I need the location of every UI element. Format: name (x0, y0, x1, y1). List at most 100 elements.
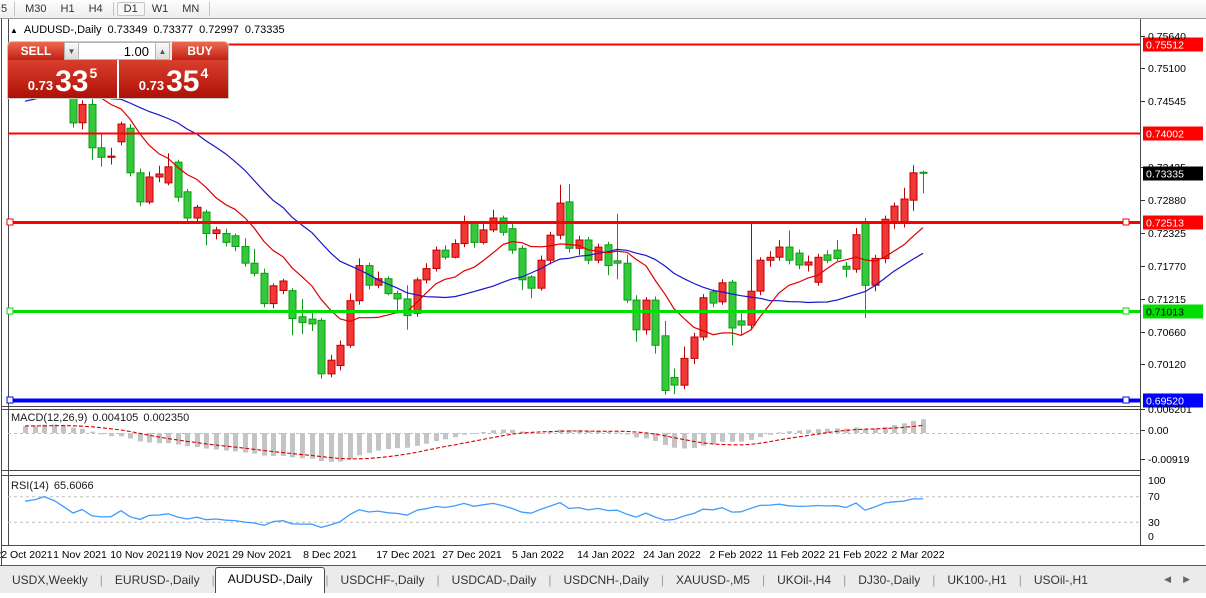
line-handle[interactable] (1122, 218, 1130, 226)
macd-histogram-bar (730, 433, 735, 442)
tab-scroll-left-icon[interactable]: ◀ (1164, 574, 1172, 584)
symbol-marker-icon: ▲ (10, 25, 18, 35)
tab-usdcad-daily[interactable]: USDCAD-,Daily (451, 573, 537, 587)
tab-ukoil-h4[interactable]: UKOil-,H4 (777, 573, 832, 587)
macd-histogram-bar (434, 433, 439, 442)
price-tick-label: 0.75640 (1148, 31, 1186, 43)
candle-body (355, 265, 364, 302)
candle-body (327, 359, 336, 375)
tab-uk100-h1[interactable]: UK100-,H1 (947, 573, 1007, 587)
timeframe-button-h4[interactable]: H4 (88, 3, 103, 15)
candle-body (432, 249, 441, 270)
macd-histogram-bar (491, 430, 496, 433)
macd-histogram-bar (548, 432, 553, 434)
tab-xauusd-m5[interactable]: XAUUSD-,M5 (675, 573, 750, 587)
tab-usdchf-daily[interactable]: USDCHF-,Daily (340, 573, 425, 587)
macd-histogram-bar (109, 433, 114, 437)
macd-histogram-bar (921, 419, 926, 433)
tab-divider: | (660, 573, 664, 587)
macd-histogram-bar (329, 433, 334, 462)
macd-histogram-bar (80, 428, 85, 433)
tab-usdcnh-daily[interactable]: USDCNH-,Daily (563, 573, 649, 587)
macd-histogram-bar (816, 429, 821, 433)
sell-price-display[interactable]: 0.73 33 5 (8, 60, 117, 98)
macd-histogram-bar (902, 423, 907, 433)
level-price-label (1143, 215, 1203, 230)
candle-body (317, 319, 326, 375)
candle-body (241, 246, 250, 264)
macd-histogram-bar (883, 426, 888, 433)
macd-histogram-bar (157, 433, 162, 444)
volume-increase-button[interactable]: ▲ (155, 42, 170, 60)
timeframe-button-h1[interactable]: H1 (60, 3, 75, 15)
macd-histogram-bar (663, 433, 668, 445)
rsi-axis-label: 30 (1148, 517, 1160, 529)
date-tick-label: 29 Nov 2021 (232, 549, 292, 561)
timeframe-button-m30[interactable]: M30 (25, 3, 47, 15)
macd-histogram-bar (310, 433, 315, 459)
date-tick-label: 19 Nov 2021 (170, 549, 230, 561)
macd-axis-label: 0.00 (1148, 425, 1169, 437)
tab-scroll-right-icon[interactable]: ▶ (1183, 574, 1190, 584)
timeframe-button-mn[interactable]: MN (182, 3, 200, 15)
rsi-axis-label: 0 (1148, 531, 1154, 543)
chevron-up-icon: ▲ (158, 46, 167, 56)
svg-text:0.71013: 0.71013 (1146, 307, 1184, 319)
macd-histogram-bar (472, 433, 477, 434)
date-tick-label: 22 Oct 2021 (0, 549, 53, 561)
price-tick-label: 0.72880 (1148, 195, 1186, 207)
timeframe-button-w1[interactable]: W1 (151, 3, 169, 15)
candle-body (260, 272, 269, 305)
candle-body (909, 172, 918, 201)
timeframe-button-d1[interactable]: D1 (116, 2, 145, 16)
line-handle[interactable] (6, 218, 14, 226)
candle-body (308, 318, 317, 325)
rsi-panel (8, 496, 1140, 529)
line-handle[interactable] (6, 396, 14, 404)
chart-quote-header: ▲ AUDUSD-,Daily 0.73349 0.73377 0.72997 … (10, 24, 285, 36)
macd-indicator-label: MACD(12,26,9) 0.004105 0.002350 (11, 412, 190, 424)
buy-button[interactable]: BUY (172, 42, 228, 60)
macd-histogram-bar (615, 432, 620, 434)
macd-signal-line (25, 424, 924, 460)
line-handle[interactable] (1122, 396, 1130, 404)
macd-histogram-bar (701, 433, 706, 446)
macd-histogram-bar (481, 431, 486, 433)
ma-fast-line (24, 79, 924, 336)
tab-usoil-h1[interactable]: USOil-,H1 (1033, 573, 1088, 587)
macd-histogram-bar (586, 430, 591, 433)
candle-body (499, 217, 508, 233)
candle-body (632, 299, 641, 331)
volume-input[interactable]: 1.00 (79, 42, 155, 60)
candle-body (78, 103, 87, 124)
macd-histogram-bar (395, 433, 400, 449)
svg-text:0.74002: 0.74002 (1146, 129, 1184, 141)
line-handle[interactable] (1122, 307, 1130, 315)
macd-histogram-bar (204, 433, 209, 449)
macd-histogram-bar (233, 433, 238, 452)
macd-histogram-bar (768, 433, 773, 435)
macd-histogram-bar (357, 433, 362, 456)
tab-dj30-daily[interactable]: DJ30-,Daily (858, 573, 921, 587)
price-axis[interactable]: 0.756400.751000.745450.734350.728800.723… (1141, 31, 1203, 543)
price-tick-label: 0.72325 (1148, 228, 1186, 240)
date-axis[interactable]: 22 Oct 2021 1 Nov 2021 10 Nov 2021 19 Nov 2… (0, 549, 945, 561)
timeframe-button-5[interactable]: 5 (1, 3, 8, 15)
candle-body (136, 172, 145, 203)
candle-body (231, 235, 240, 248)
tab-audusd-daily[interactable]: AUDUSD-,Daily (214, 567, 326, 593)
candle-body (775, 246, 784, 258)
macd-histogram-bar (873, 428, 878, 433)
macd-histogram-bar (653, 433, 658, 442)
sell-button[interactable]: SELL (8, 42, 64, 60)
tab-eurusd-daily[interactable]: EURUSD-,Daily (114, 573, 200, 587)
candle-body (881, 218, 890, 259)
volume-decrease-button[interactable]: ▼ (64, 42, 79, 60)
candle-body (795, 252, 804, 266)
candle-body (212, 229, 221, 234)
line-handle[interactable] (6, 307, 14, 315)
candle-body (88, 103, 97, 149)
buy-price-display[interactable]: 0.73 35 4 (119, 60, 228, 98)
tab-usdx-weekly[interactable]: USDX,Weekly (12, 573, 88, 587)
